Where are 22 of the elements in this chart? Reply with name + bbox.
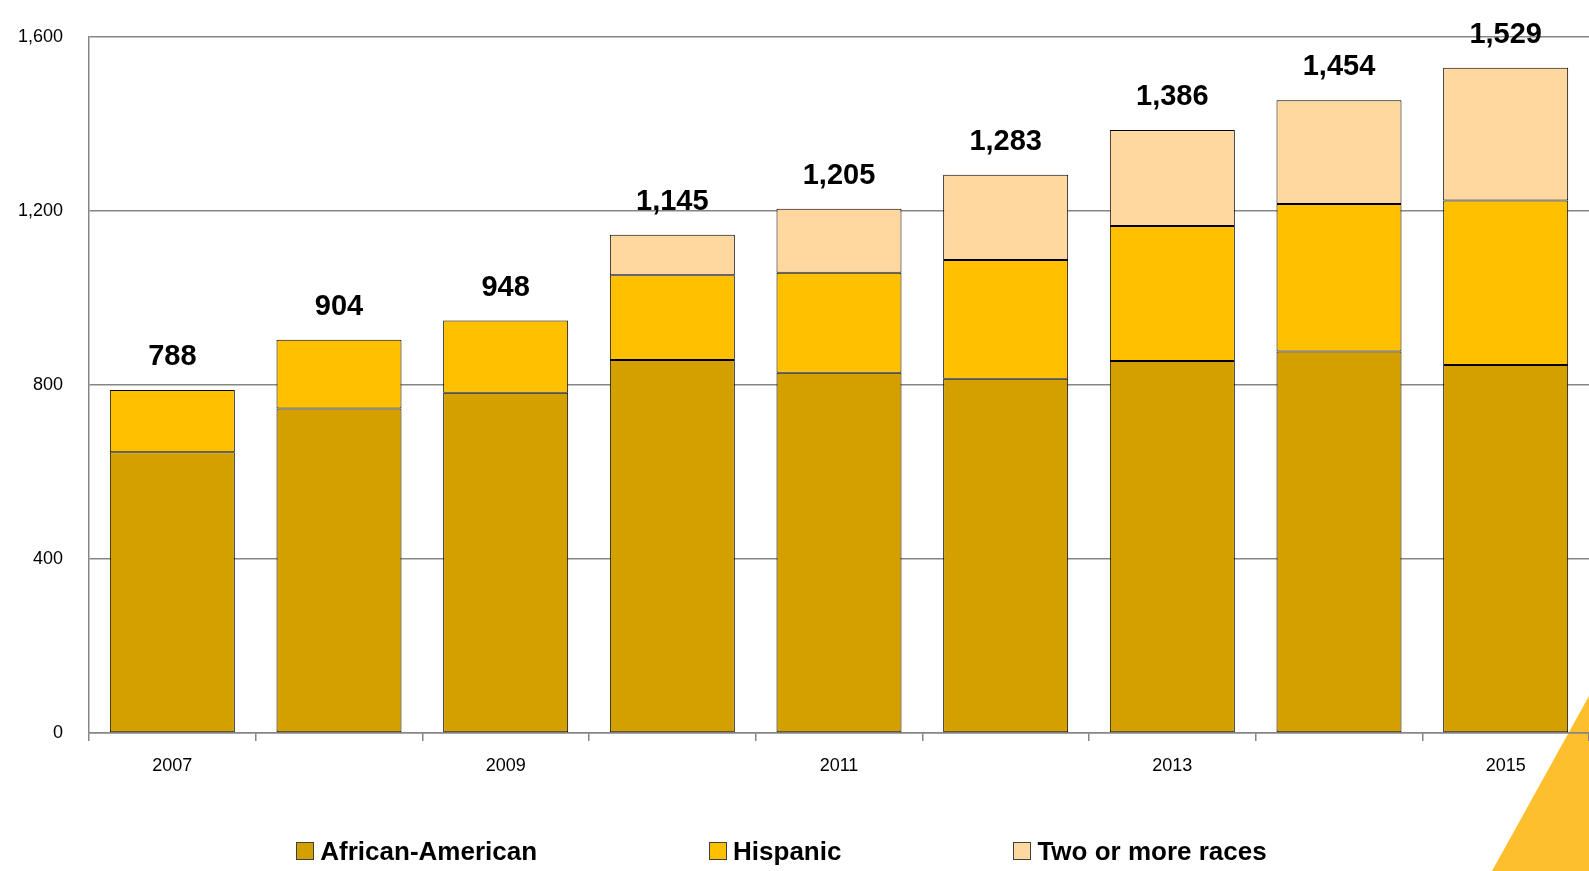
x-tick-label: 2009 xyxy=(485,754,526,775)
y-tick-label: 400 xyxy=(32,547,63,568)
total-label: 1,145 xyxy=(636,183,709,216)
total-label: 1,283 xyxy=(969,123,1042,156)
total-label: 1,205 xyxy=(802,157,876,190)
legend-label: African-American xyxy=(320,836,538,866)
y-tick-label: 1,600 xyxy=(17,25,63,46)
y-tick-label: 800 xyxy=(32,373,63,394)
x-tick-label: 2007 xyxy=(152,754,193,775)
total-label: 904 xyxy=(314,288,364,321)
total-label: 1,529 xyxy=(1469,16,1542,49)
total-label: 948 xyxy=(481,269,530,302)
legend-label: Two or more races xyxy=(1037,836,1267,866)
y-tick-label: 0 xyxy=(52,721,63,742)
x-tick-label: 2011 xyxy=(819,754,859,775)
legend-label: Hispanic xyxy=(733,836,842,866)
total-label: 1,454 xyxy=(1302,49,1376,82)
x-tick-label: 2015 xyxy=(1485,754,1526,775)
y-tick-label: 1,200 xyxy=(17,199,63,220)
total-label: 788 xyxy=(148,339,197,372)
x-tick-label: 2013 xyxy=(1152,754,1193,775)
total-label: 1,386 xyxy=(1136,78,1209,111)
